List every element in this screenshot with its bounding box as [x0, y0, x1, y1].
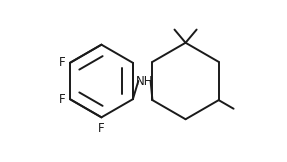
Text: NH: NH: [136, 75, 153, 87]
Text: F: F: [59, 56, 65, 69]
Text: F: F: [59, 93, 65, 106]
Text: F: F: [98, 122, 105, 135]
